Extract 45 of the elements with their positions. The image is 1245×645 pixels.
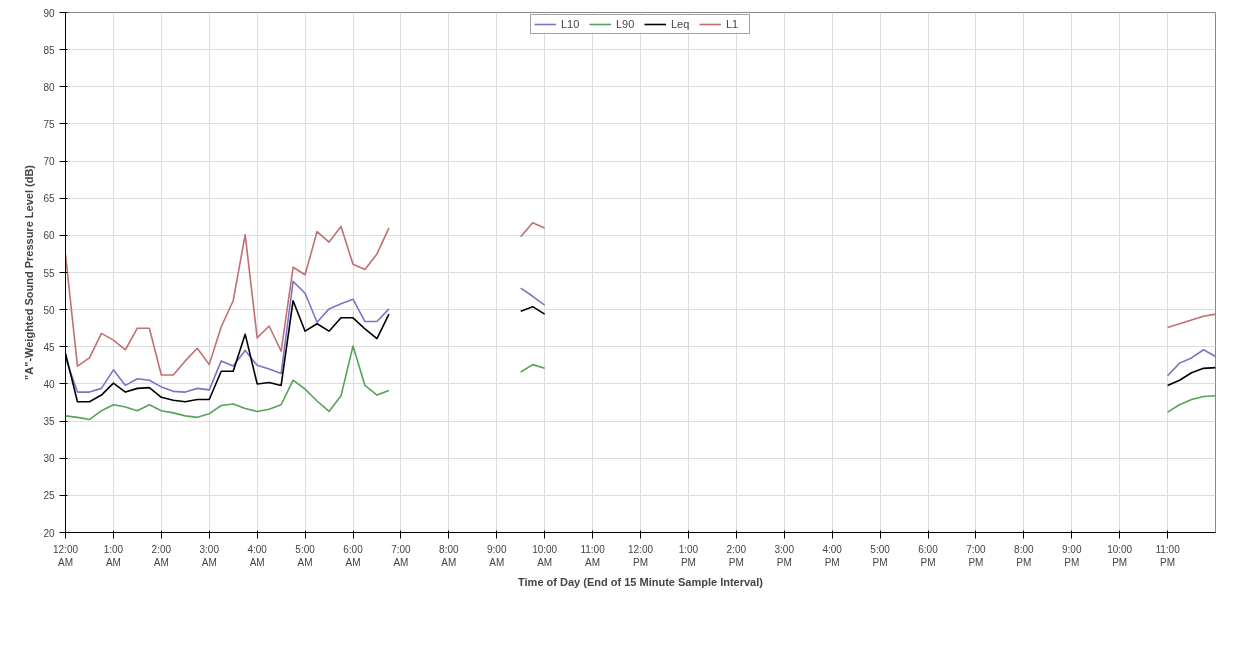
- x-tick-label: 11:00 PM: [1155, 543, 1181, 568]
- y-tick-label: 50: [43, 304, 55, 316]
- y-tick-label: 65: [43, 193, 55, 205]
- x-tick-label: 1:00 AM: [103, 543, 124, 568]
- y-tick-label: 60: [43, 230, 55, 242]
- legend-label: Leq: [671, 18, 691, 30]
- y-tick-label: 85: [43, 44, 55, 56]
- x-tick-label: 7:00 AM: [391, 543, 412, 568]
- y-tick-label: 80: [43, 81, 55, 93]
- x-tick-label: 7:00 PM: [966, 543, 987, 568]
- y-tick-label: 30: [43, 453, 55, 465]
- x-tick-label: 8:00 PM: [1014, 543, 1034, 568]
- x-tick-label: 8:00 AM: [439, 543, 459, 568]
- x-tick-label: 9:00 AM: [487, 543, 507, 568]
- y-tick-label: 90: [43, 7, 55, 19]
- y-tick-label: 75: [43, 118, 55, 130]
- x-tick-label: 12:00 PM: [627, 543, 654, 568]
- y-tick-label: 45: [43, 341, 55, 353]
- x-tick-label: 6:00 PM: [918, 543, 939, 568]
- y-axis-title: "A"-Weighted Sound Pressure Level (dB): [23, 164, 36, 380]
- x-tick-label: 5:00 AM: [295, 543, 316, 568]
- x-tick-label: 2:00 PM: [726, 543, 747, 568]
- y-tick-label: 25: [43, 490, 55, 502]
- x-tick-label: 2:00 AM: [151, 543, 172, 568]
- x-axis-title: Time of Day (End of 15 Minute Sample Interval): [518, 575, 764, 588]
- x-tick-label: 9:00 PM: [1062, 543, 1082, 568]
- legend-label: L10: [561, 18, 581, 30]
- x-tick-label: 1:00 PM: [678, 543, 699, 568]
- x-tick-label: 12:00 AM: [52, 543, 79, 568]
- x-tick-label: 3:00 AM: [199, 543, 220, 568]
- x-tick-label: 11:00 AM: [580, 543, 606, 568]
- x-tick-label: 5:00 PM: [870, 543, 891, 568]
- x-tick-label: 4:00 PM: [822, 543, 843, 568]
- y-tick-label: 40: [43, 378, 55, 390]
- y-tick-label: 35: [43, 416, 55, 428]
- y-tick-label: 20: [43, 527, 55, 539]
- legend-label: L90: [616, 18, 636, 30]
- x-tick-label: 10:00 AM: [532, 543, 558, 568]
- y-tick-label: 70: [43, 156, 55, 168]
- x-tick-label: 3:00 PM: [774, 543, 795, 568]
- y-tick-label: 55: [43, 267, 55, 279]
- legend-label: L1: [726, 18, 740, 30]
- x-tick-label: 10:00 PM: [1107, 543, 1133, 568]
- x-tick-label: 6:00 AM: [343, 543, 364, 568]
- x-tick-label: 4:00 AM: [247, 543, 268, 568]
